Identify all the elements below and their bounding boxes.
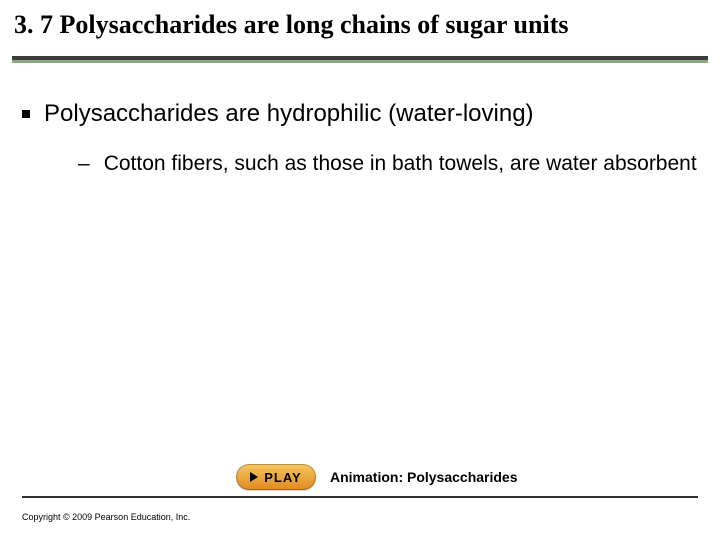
animation-label: Animation: Polysaccharides (330, 469, 518, 485)
play-button-label: PLAY (264, 470, 301, 485)
footer-divider (22, 496, 698, 498)
slide-title: 3. 7 Polysaccharides are long chains of … (14, 10, 706, 40)
square-bullet-icon (22, 110, 30, 118)
bullet-level-2: – Cotton fibers, such as those in bath t… (78, 151, 698, 178)
bullet-level-2-text: Cotton fibers, such as those in bath tow… (104, 151, 697, 178)
bullet-level-1-text: Polysaccharides are hydrophilic (water-l… (44, 100, 534, 129)
animation-row: PLAY Animation: Polysaccharides (236, 464, 698, 490)
title-underline-accent (12, 60, 708, 63)
play-icon (250, 472, 258, 482)
copyright-text: Copyright © 2009 Pearson Education, Inc. (22, 512, 190, 522)
bullet-level-1: Polysaccharides are hydrophilic (water-l… (22, 100, 698, 129)
dash-bullet-icon: – (78, 151, 90, 178)
footer-block: PLAY Animation: Polysaccharides (22, 464, 698, 498)
slide-body: Polysaccharides are hydrophilic (water-l… (22, 100, 698, 178)
play-button[interactable]: PLAY (236, 464, 316, 490)
slide: 3. 7 Polysaccharides are long chains of … (0, 0, 720, 540)
